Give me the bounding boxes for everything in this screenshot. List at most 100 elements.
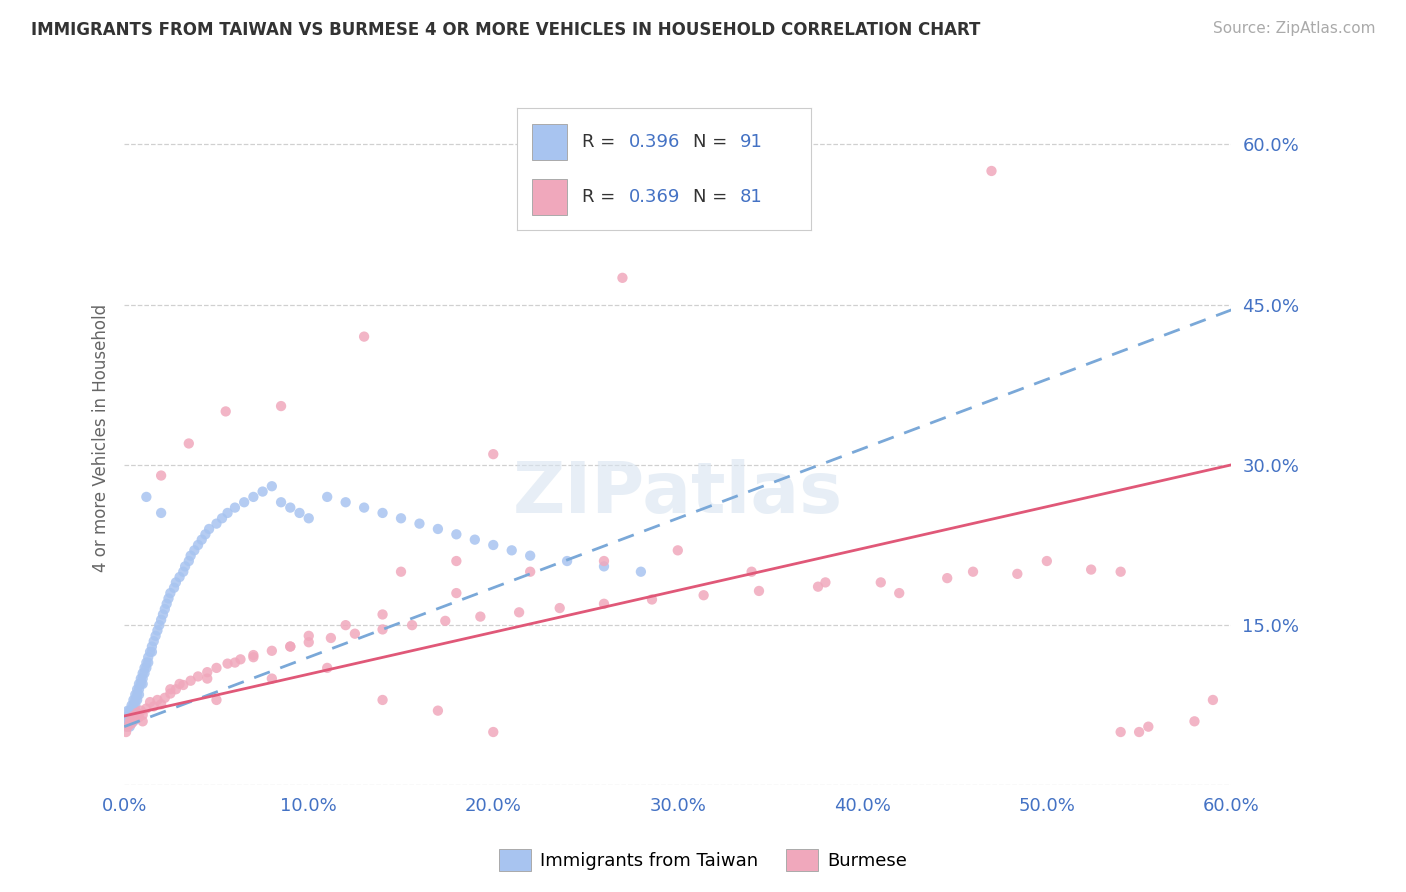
Point [118, 720, 141, 734]
Point [135, 701, 157, 715]
Point [215, 404, 238, 418]
Point [1007, 566, 1029, 581]
Point [174, 559, 197, 574]
Point [482, 447, 505, 461]
Point [252, 484, 274, 499]
Point [1184, 714, 1206, 729]
Point [869, 575, 891, 590]
Point [1036, 554, 1059, 568]
Point [278, 640, 301, 654]
Point [159, 687, 181, 701]
Point [115, 714, 138, 729]
Point [343, 626, 366, 640]
Point [1109, 565, 1132, 579]
Point [183, 543, 205, 558]
Text: ZIPatlas: ZIPatlas [513, 459, 842, 528]
Point [630, 565, 652, 579]
Point [187, 669, 209, 683]
Point [229, 652, 252, 666]
Point [163, 581, 186, 595]
Point [224, 500, 246, 515]
Point [131, 666, 153, 681]
Text: IMMIGRANTS FROM TAIWAN VS BURMESE 4 OR MORE VEHICLES IN HOUSEHOLD CORRELATION CH: IMMIGRANTS FROM TAIWAN VS BURMESE 4 OR M… [31, 21, 980, 39]
Point [482, 725, 505, 739]
Point [127, 706, 149, 720]
Point [165, 575, 187, 590]
Point [298, 635, 321, 649]
Point [134, 666, 156, 681]
Point [260, 644, 283, 658]
Point [117, 704, 139, 718]
Point [156, 597, 179, 611]
Point [936, 571, 959, 585]
Y-axis label: 4 or more Vehicles in Household: 4 or more Vehicles in Household [93, 304, 110, 572]
Point [124, 688, 146, 702]
Point [118, 714, 141, 729]
Point [519, 549, 541, 563]
Point [316, 661, 339, 675]
Point [298, 511, 321, 525]
Point [1137, 720, 1160, 734]
Point [335, 495, 357, 509]
Point [121, 714, 143, 729]
Point [288, 506, 311, 520]
Point [641, 592, 664, 607]
Point [501, 543, 523, 558]
Point [136, 656, 159, 670]
Point [198, 522, 221, 536]
Point [205, 516, 228, 531]
Point [889, 586, 911, 600]
Point [118, 714, 141, 729]
Point [118, 704, 141, 718]
Point [117, 720, 139, 734]
Point [145, 629, 167, 643]
Point [319, 631, 342, 645]
Point [278, 500, 301, 515]
Point [508, 605, 530, 619]
Point [195, 672, 218, 686]
Point [612, 270, 634, 285]
Point [371, 607, 394, 622]
Point [205, 661, 228, 675]
Point [371, 506, 394, 520]
Point [482, 538, 505, 552]
Point [217, 657, 239, 671]
Point [148, 618, 170, 632]
Point [146, 624, 169, 638]
Point [135, 656, 157, 670]
Point [157, 591, 180, 606]
Point [205, 693, 228, 707]
Point [115, 725, 138, 739]
Point [169, 570, 191, 584]
Point [124, 693, 146, 707]
Point [224, 656, 246, 670]
Point [401, 618, 423, 632]
Point [470, 609, 492, 624]
Point [353, 329, 375, 343]
Point [548, 601, 571, 615]
Point [211, 511, 233, 525]
Point [165, 682, 187, 697]
Point [692, 588, 714, 602]
Point [519, 565, 541, 579]
Point [980, 164, 1002, 178]
Point [962, 565, 984, 579]
Point [242, 648, 264, 662]
Point [159, 586, 181, 600]
Point [121, 698, 143, 713]
Point [141, 640, 163, 654]
Point [1080, 563, 1102, 577]
Point [129, 677, 152, 691]
Point [190, 533, 212, 547]
Point [122, 693, 145, 707]
Point [335, 618, 357, 632]
Point [146, 693, 169, 707]
Point [142, 634, 165, 648]
Point [122, 709, 145, 723]
Point [748, 584, 770, 599]
Point [115, 720, 138, 734]
Point [127, 693, 149, 707]
Point [555, 554, 578, 568]
Point [136, 650, 159, 665]
Point [150, 468, 173, 483]
